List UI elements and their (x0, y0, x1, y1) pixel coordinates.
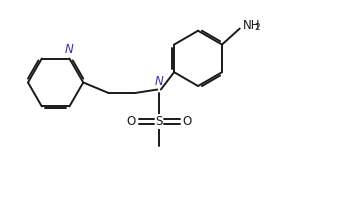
Text: 2: 2 (254, 23, 260, 32)
Text: NH: NH (243, 19, 260, 32)
Text: N: N (155, 75, 164, 88)
Text: S: S (155, 115, 163, 128)
Text: N: N (65, 43, 74, 56)
Text: O: O (182, 115, 191, 128)
Text: O: O (127, 115, 136, 128)
